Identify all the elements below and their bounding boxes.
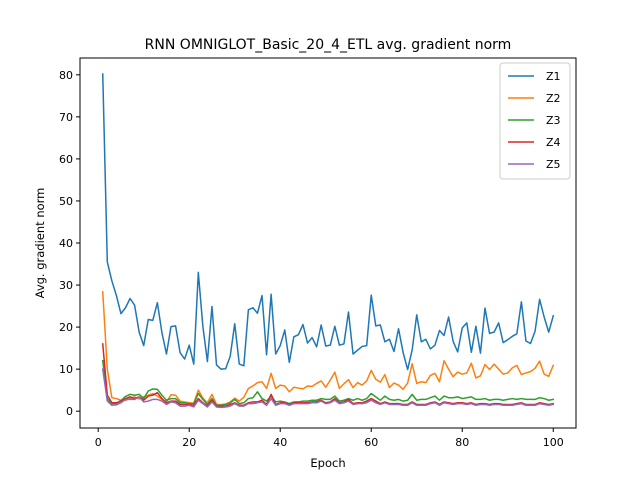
plot-area bbox=[101, 73, 555, 409]
legend-label-z1: Z1 bbox=[546, 70, 561, 83]
legend-label-z4: Z4 bbox=[546, 136, 561, 149]
chart-title: RNN OMNIGLOT_Basic_20_4_ETL avg. gradien… bbox=[145, 37, 512, 53]
x-tick-label: 100 bbox=[543, 436, 564, 449]
y-axis-label: Avg. gradient norm bbox=[33, 188, 47, 299]
x-tick-label: 40 bbox=[273, 436, 287, 449]
y-tick-label: 0 bbox=[66, 405, 73, 418]
legend-label-z3: Z3 bbox=[546, 114, 561, 127]
series-line-z5 bbox=[101, 368, 555, 409]
series-line-z4 bbox=[101, 343, 555, 407]
y-axis: 0 10 20 30 40 50 60 70 80 bbox=[59, 69, 80, 418]
y-tick-label: 20 bbox=[59, 321, 73, 334]
x-tick-label: 60 bbox=[364, 436, 378, 449]
legend: Z1 Z2 Z3 Z4 Z5 bbox=[499, 62, 571, 180]
y-tick-label: 50 bbox=[59, 195, 73, 208]
y-tick-label: 30 bbox=[59, 279, 73, 292]
y-tick-label: 70 bbox=[59, 111, 73, 124]
series-line-z3 bbox=[101, 359, 555, 407]
x-axis: 0 20 40 60 80 100 bbox=[95, 428, 564, 449]
plot-frame bbox=[79, 57, 577, 429]
x-axis-label: Epoch bbox=[310, 456, 345, 470]
y-tick-label: 40 bbox=[59, 237, 73, 250]
legend-box bbox=[499, 62, 571, 180]
series-line-z1 bbox=[101, 73, 555, 371]
legend-label-z2: Z2 bbox=[546, 92, 561, 105]
x-tick-label: 0 bbox=[95, 436, 102, 449]
y-tick-label: 10 bbox=[59, 363, 73, 376]
legend-label-z5: Z5 bbox=[546, 158, 561, 171]
series-line-z2 bbox=[101, 290, 555, 406]
y-tick-label: 80 bbox=[59, 69, 73, 82]
x-tick-label: 80 bbox=[455, 436, 469, 449]
y-tick-label: 60 bbox=[59, 153, 73, 166]
x-tick-label: 20 bbox=[182, 436, 196, 449]
